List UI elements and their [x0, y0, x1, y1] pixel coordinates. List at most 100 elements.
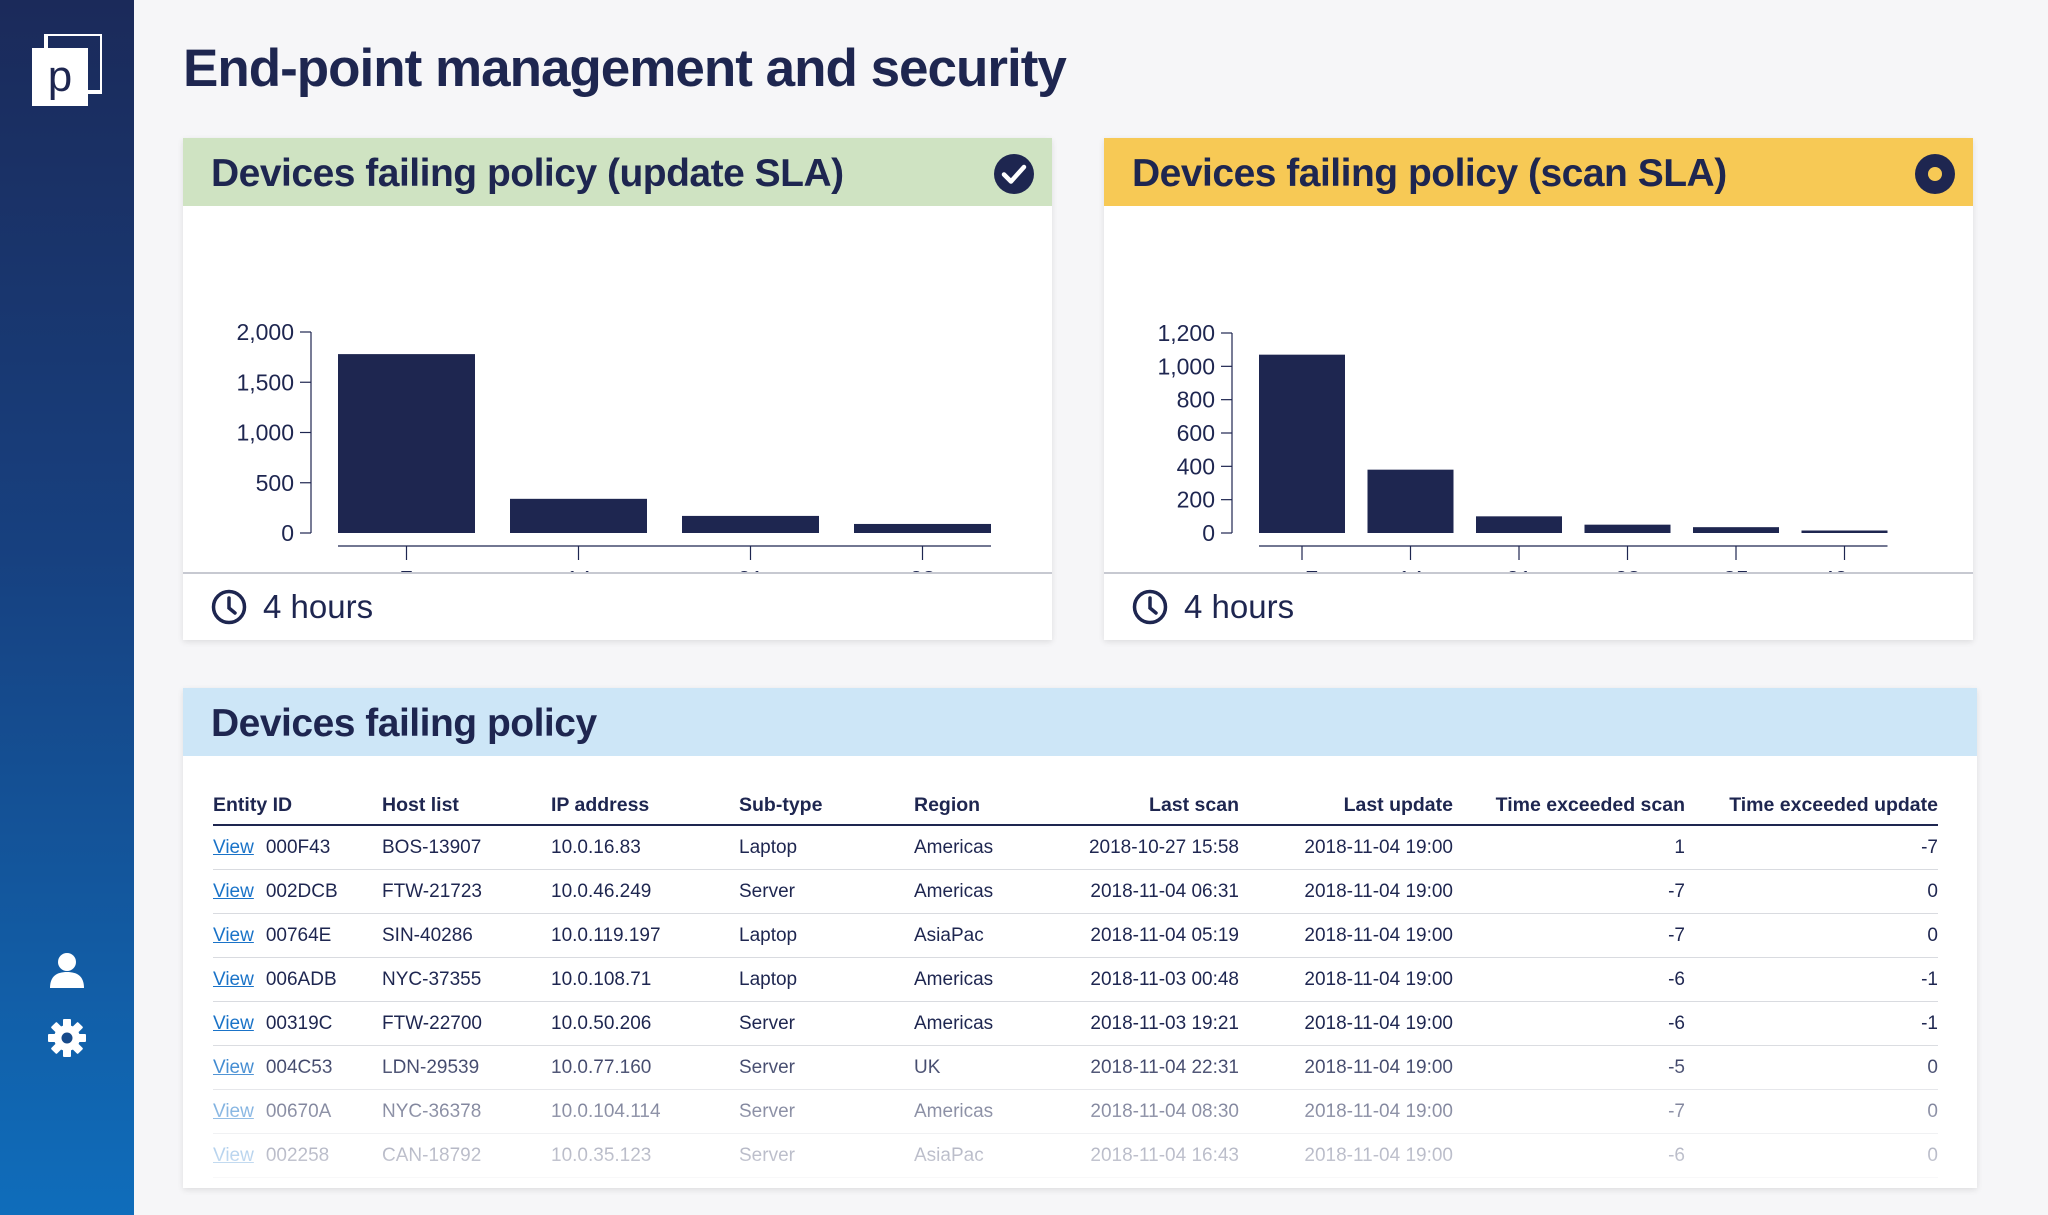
table-cell: 2018-11-04 19:00: [1239, 957, 1453, 1002]
table-cell: Americas: [914, 1089, 1064, 1134]
update-sla-card-footer: 4 hours: [183, 572, 1052, 640]
table-cell: Server: [739, 1001, 914, 1046]
entity-id: 006ADB: [265, 968, 337, 990]
table-cell: 0: [1685, 1133, 1938, 1178]
entity-id: 002DCB: [265, 880, 338, 902]
column-header-host-list[interactable]: Host list: [382, 786, 551, 826]
user-icon[interactable]: [47, 950, 87, 990]
view-link[interactable]: View: [213, 836, 254, 858]
table-row: View 000F43 BOS-13907 10.0.16.83 Laptop Ameri…: [213, 825, 1938, 870]
table-cell: 2018-11-04 19:00: [1239, 1045, 1453, 1090]
table-cell: 10.0.35.123: [551, 1133, 739, 1178]
table-cell: Americas: [914, 869, 1064, 914]
view-link[interactable]: View: [213, 1144, 254, 1166]
column-header-region[interactable]: Region: [914, 786, 1064, 826]
column-header-last-update[interactable]: Last update: [1239, 786, 1453, 826]
entity-id: 00670A: [265, 1100, 332, 1122]
column-header-sub-type[interactable]: Sub-type: [739, 786, 914, 826]
view-link[interactable]: View: [213, 880, 254, 902]
table-row: View 002258 CAN-18792 10.0.35.123 Server Asia…: [213, 1133, 1938, 1178]
bar: [854, 523, 991, 533]
view-link[interactable]: View: [213, 1056, 254, 1078]
table-cell: Laptop: [739, 957, 914, 1002]
table-cell: 2018-11-04 16:43: [1064, 1133, 1239, 1178]
bar: [1801, 530, 1888, 533]
y-tick-label: 0: [281, 520, 294, 546]
table-cell: AsiaPac: [914, 1133, 1064, 1178]
table-cell: 2018-11-04 22:31: [1064, 1045, 1239, 1090]
failing-devices-card: Devices failing policy Entity ID Host li…: [183, 688, 1977, 1188]
y-tick-label: 400: [1177, 453, 1215, 479]
x-tick-label: 7: [400, 566, 413, 574]
table-cell: 2018-11-03 19:21: [1064, 1001, 1239, 1046]
table-cell: FTW-21723: [382, 869, 551, 914]
table-cell: 2018-11-04 19:00: [1239, 913, 1453, 958]
table-cell: 1: [1453, 825, 1685, 870]
failing-devices-card-title: Devices failing policy: [211, 702, 597, 745]
x-tick-label: 14: [566, 566, 592, 574]
scan-sla-chart: 0 200 400 600 800 1,000 1,200 < 7 14 21 28 35 42 >: [1157, 320, 1888, 574]
scan-sla-card-footer: 4 hours: [1104, 572, 1973, 640]
clock-icon: [1132, 589, 1168, 625]
update-sla-refresh-interval: 4 hours: [263, 588, 374, 625]
view-link[interactable]: View: [213, 1100, 254, 1122]
column-header-ip-address[interactable]: IP address: [551, 786, 739, 826]
column-header-entity-id[interactable]: Entity ID: [213, 786, 382, 826]
table-cell: NYC-36378: [382, 1089, 551, 1134]
failing-devices-table: Entity ID Host list IP address Sub-type …: [213, 786, 1938, 1178]
table-row: View 00319C FTW-22700 10.0.50.206 Server Amer…: [213, 1001, 1938, 1046]
table-cell: Americas: [914, 1001, 1064, 1046]
y-tick-label: 500: [256, 470, 294, 496]
entity-id-cell: View 000F43: [213, 825, 382, 870]
sidebar: p: [0, 0, 134, 1215]
table-cell: 0: [1685, 913, 1938, 958]
entity-id-cell: View 00319C: [213, 1001, 382, 1046]
entity-id: 00319C: [265, 1012, 333, 1034]
table-cell: -7: [1453, 869, 1685, 914]
bar: [510, 498, 647, 533]
table-row: View 00764E SIN-40286 10.0.119.197 Laptop Asi…: [213, 913, 1938, 958]
table-cell: 0: [1685, 1089, 1938, 1134]
y-tick-label: 1,000: [1157, 353, 1215, 379]
table-cell: 2018-11-04 19:00: [1239, 825, 1453, 870]
table-cell: LDN-29539: [382, 1045, 551, 1090]
table-cell: Server: [739, 1089, 914, 1134]
x-tick-label: 21: [1506, 566, 1532, 574]
table-cell: Laptop: [739, 913, 914, 958]
view-link[interactable]: View: [213, 1012, 254, 1034]
update-sla-card-title: Devices failing policy (update SLA): [211, 152, 844, 195]
table-cell: -6: [1453, 957, 1685, 1002]
scan-sla-card-title: Devices failing policy (scan SLA): [1132, 152, 1727, 195]
y-tick-label: 800: [1177, 387, 1215, 413]
view-link[interactable]: View: [213, 924, 254, 946]
table-cell: 2018-11-04 05:19: [1064, 913, 1239, 958]
y-tick-label: 2,000: [236, 319, 294, 345]
table-cell: -1: [1685, 1001, 1938, 1046]
scan-sla-card-header: Devices failing policy (scan SLA): [1104, 138, 1973, 206]
bar: [1584, 524, 1671, 533]
gear-icon[interactable]: [47, 1018, 87, 1058]
entity-id-cell: View 002DCB: [213, 869, 382, 914]
update-sla-chart: 0 500 1,000 1,500 2,000 7 14 21 28: [236, 319, 991, 574]
table-cell: 2018-11-04 19:00: [1239, 1133, 1453, 1178]
view-link[interactable]: View: [213, 968, 254, 990]
page-title: End-point management and security: [183, 39, 1067, 98]
update-sla-card: Devices failing policy (update SLA) 0 500…: [183, 138, 1052, 640]
table-cell: BOS-13907: [382, 825, 551, 870]
failing-devices-card-header: Devices failing policy: [183, 688, 1977, 756]
entity-id: 004C53: [265, 1056, 333, 1078]
bar: [1259, 354, 1345, 533]
table-cell: 10.0.77.160: [551, 1045, 739, 1090]
column-header-time-exceeded-scan[interactable]: Time exceeded scan: [1453, 786, 1685, 826]
logo-icon[interactable]: p: [32, 34, 102, 106]
table-cell: 2018-11-03 00:48: [1064, 957, 1239, 1002]
table-cell: SIN-40286: [382, 913, 551, 958]
table-cell: Americas: [914, 957, 1064, 1002]
table-cell: CAN-18792: [382, 1133, 551, 1178]
column-header-time-exceeded-update[interactable]: Time exceeded update: [1685, 786, 1938, 826]
table-cell: 2018-11-04 06:31: [1064, 869, 1239, 914]
entity-id-cell: View 006ADB: [213, 957, 382, 1002]
column-header-last-scan[interactable]: Last scan: [1064, 786, 1239, 826]
table-cell: -6: [1453, 1001, 1685, 1046]
table-row: View 00670A NYC-36378 10.0.104.114 Server Ame…: [213, 1089, 1938, 1134]
